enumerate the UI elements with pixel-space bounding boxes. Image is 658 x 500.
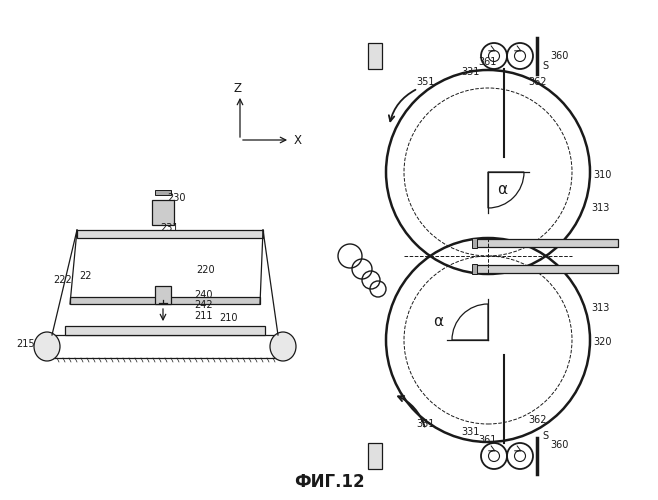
Text: Z: Z xyxy=(233,82,241,94)
Text: 360: 360 xyxy=(550,440,569,450)
Text: 331: 331 xyxy=(461,67,480,77)
Bar xyxy=(155,190,171,195)
Text: α: α xyxy=(433,314,443,330)
Bar xyxy=(77,230,263,238)
Bar xyxy=(368,43,382,69)
Text: α: α xyxy=(497,182,507,198)
Text: 313: 313 xyxy=(591,303,609,313)
Bar xyxy=(70,297,260,304)
Bar xyxy=(472,264,477,274)
Text: 222: 222 xyxy=(53,275,72,285)
Bar xyxy=(65,326,265,335)
Ellipse shape xyxy=(270,332,296,361)
Text: 362: 362 xyxy=(528,415,547,425)
Text: 310: 310 xyxy=(593,170,611,180)
Text: 313: 313 xyxy=(591,203,609,213)
Text: 210: 210 xyxy=(219,313,238,323)
Bar xyxy=(155,286,171,304)
Text: 220: 220 xyxy=(196,265,215,275)
Text: 320: 320 xyxy=(593,337,611,347)
Text: 242: 242 xyxy=(194,300,213,310)
Text: S: S xyxy=(542,431,548,441)
Bar xyxy=(47,335,283,358)
Bar xyxy=(473,265,618,273)
Text: 351: 351 xyxy=(416,77,434,87)
Text: 362: 362 xyxy=(528,77,547,87)
Text: 361: 361 xyxy=(478,435,496,445)
Text: 211: 211 xyxy=(194,311,213,321)
Text: 351: 351 xyxy=(416,419,434,429)
Text: ФИГ.12: ФИГ.12 xyxy=(293,473,365,491)
Text: 230: 230 xyxy=(167,193,186,203)
Bar xyxy=(368,443,382,469)
Text: 361: 361 xyxy=(478,57,496,67)
Text: 240: 240 xyxy=(194,290,213,300)
Text: 215: 215 xyxy=(16,339,35,349)
Ellipse shape xyxy=(34,332,60,361)
Text: 231: 231 xyxy=(160,223,178,233)
Text: 360: 360 xyxy=(550,51,569,61)
Bar xyxy=(472,238,477,248)
Text: 22: 22 xyxy=(79,271,91,281)
Text: S: S xyxy=(542,61,548,71)
Text: X: X xyxy=(294,134,302,146)
Bar xyxy=(473,239,618,247)
Text: 331: 331 xyxy=(461,427,480,437)
Bar xyxy=(152,200,174,225)
